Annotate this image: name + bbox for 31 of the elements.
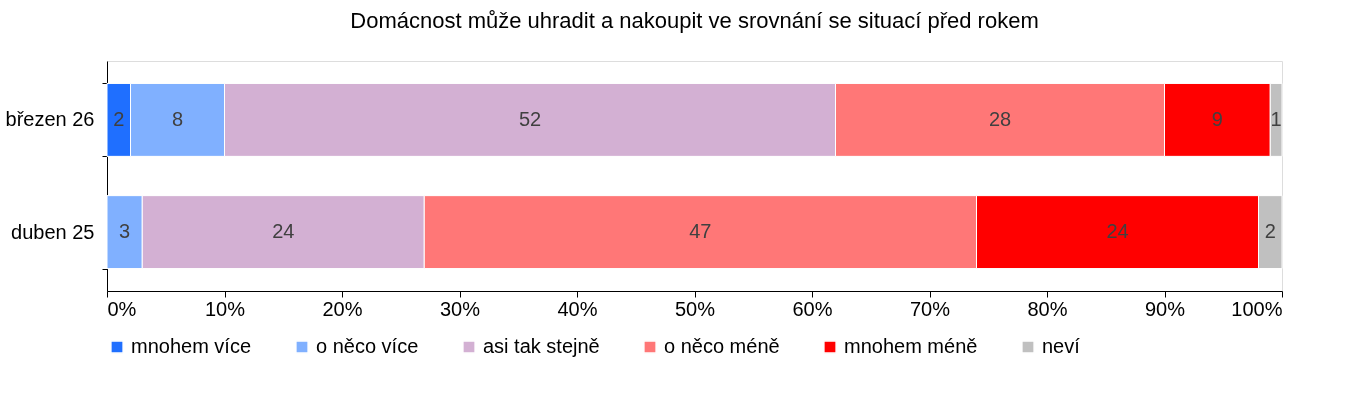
chart-title: Domácnost může uhradit a nakoupit ve srovnání se situací před rokem: [350, 8, 1039, 33]
data-label: 3: [119, 220, 131, 243]
legend-label: o něco více: [316, 335, 419, 357]
x-tick-label: 90%: [1144, 297, 1186, 320]
data-label: 1: [1270, 107, 1282, 130]
legend-label: neví: [1042, 335, 1081, 357]
data-label: 2: [1264, 220, 1276, 243]
legend-label: o něco méně: [664, 335, 780, 357]
x-tick-label: 70%: [909, 297, 951, 320]
legend-label: mnohem více: [131, 335, 252, 357]
x-tick-label: 40%: [557, 297, 598, 320]
legend-label: asi tak stejně: [483, 335, 600, 357]
y-tick-label: březen 26: [5, 108, 95, 131]
data-label: 2: [113, 107, 125, 130]
x-tick-label: 10%: [204, 297, 246, 320]
x-tick-label: 20%: [322, 297, 363, 320]
y-tick-label: duben 25: [11, 220, 95, 243]
data-label: 8: [171, 107, 184, 130]
x-tick-label: 30%: [439, 297, 481, 320]
legend-label: mnohem méně: [844, 335, 978, 357]
data-label: 28: [988, 107, 1012, 130]
data-label: 24: [272, 220, 295, 243]
data-label: 47: [689, 220, 712, 243]
x-tick-label: 60%: [792, 297, 833, 320]
x-tick-label: 0%: [107, 297, 137, 320]
x-tick-label: 80%: [1027, 297, 1068, 320]
x-tick-label: 50%: [674, 297, 716, 320]
data-label: 9: [1211, 107, 1223, 130]
x-tick-label: 100%: [1231, 297, 1283, 320]
data-label: 24: [1106, 220, 1129, 243]
data-label: 52: [518, 107, 542, 130]
